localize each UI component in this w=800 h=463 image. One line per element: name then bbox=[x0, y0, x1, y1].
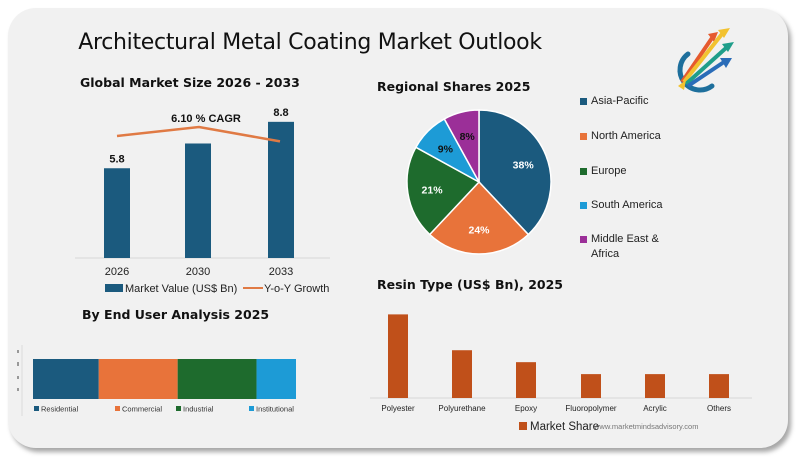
legend-item-region: South America bbox=[580, 198, 690, 213]
segment-residential bbox=[33, 359, 99, 399]
legend-swatch bbox=[249, 406, 254, 411]
regional-shares-title: Regional Shares 2025 bbox=[377, 79, 531, 94]
legend-swatch bbox=[580, 98, 587, 105]
legend-label: Europe bbox=[591, 165, 627, 177]
legend-label: North America bbox=[591, 130, 661, 142]
legend-swatch bbox=[34, 406, 39, 411]
watermark-url: www.marketmindsadvisory.com bbox=[593, 422, 698, 431]
x-tick-label: Polyurethane bbox=[438, 404, 486, 413]
end-user-chart: Residential Commercial Industrial Instituti… bbox=[17, 345, 296, 416]
x-tick-label: Fluoropolymer bbox=[565, 404, 616, 413]
legend-market-value: Market Value (US$ Bn) bbox=[125, 283, 237, 295]
legend-swatch bbox=[580, 236, 587, 243]
y-tick-mark bbox=[17, 362, 19, 366]
resin-type-chart: Polyester Polyurethane Epoxy Fluoropolymer A… bbox=[370, 314, 752, 433]
pie-slice-asia-pacific bbox=[478, 109, 552, 236]
legend-swatch bbox=[176, 406, 181, 411]
bar-market-value bbox=[104, 168, 130, 258]
y-tick-mark bbox=[17, 376, 19, 379]
pie-value-label: 8% bbox=[460, 131, 476, 143]
legend-item-region: North America bbox=[580, 129, 690, 144]
pie-value-label: 21% bbox=[422, 184, 444, 196]
legend-swatch-market-share bbox=[519, 422, 527, 430]
segment-institutional bbox=[256, 359, 296, 399]
x-tick-label: Epoxy bbox=[515, 404, 537, 413]
bar-resin-acrylic bbox=[645, 374, 665, 398]
segment-commercial bbox=[98, 359, 178, 399]
legend-label: Middle East & Africa bbox=[591, 233, 659, 260]
bar-value-label: 5.8 bbox=[109, 153, 124, 165]
bar-resin-polyurethane bbox=[452, 350, 472, 398]
legend-label: South America bbox=[591, 199, 663, 211]
bar-resin-epoxy bbox=[516, 362, 536, 398]
regional-shares-pie: 38% 24% 21% 9% 8% bbox=[406, 109, 552, 255]
legend-swatch-market-value bbox=[105, 284, 123, 292]
y-tick-mark bbox=[17, 350, 19, 353]
pie-value-label: 24% bbox=[468, 225, 490, 237]
x-tick-label: Acrylic bbox=[643, 404, 667, 413]
legend-label: Institutional bbox=[256, 405, 294, 414]
bar-market-value bbox=[185, 143, 211, 258]
legend-label: Asia-Pacific bbox=[591, 95, 649, 107]
bar-value-label: 8.8 bbox=[273, 107, 288, 119]
global-market-chart: 5.8 8.8 6.10 % CAGR 2026 2030 2033 Market V… bbox=[75, 107, 330, 295]
x-tick-label: Others bbox=[707, 404, 731, 413]
legend-item-region: Asia-Pacific bbox=[580, 94, 690, 109]
yoy-growth-line bbox=[116, 125, 281, 143]
legend-swatch bbox=[580, 202, 587, 209]
legend-item-region: Europe bbox=[580, 164, 690, 179]
x-tick-label: 2033 bbox=[269, 266, 293, 278]
rising-arrows-logo-icon bbox=[677, 28, 734, 93]
x-tick-label: 2030 bbox=[186, 266, 210, 278]
x-tick-label: 2026 bbox=[105, 266, 129, 278]
end-user-title: By End User Analysis 2025 bbox=[82, 307, 270, 322]
pie-slice-north-america bbox=[428, 180, 530, 255]
pie-slice-europe bbox=[406, 146, 481, 236]
legend-label: Commercial bbox=[122, 405, 162, 414]
y-tick-mark bbox=[17, 388, 19, 391]
legend-market-share: Market Share bbox=[530, 421, 599, 433]
segment-industrial bbox=[177, 359, 257, 399]
legend-yoy-growth: Y-o-Y Growth bbox=[264, 283, 329, 295]
legend-swatch bbox=[580, 133, 587, 140]
legend-label: Industrial bbox=[183, 405, 214, 414]
pie-value-label: 38% bbox=[513, 160, 535, 172]
pie-slice-middle-east-africa bbox=[443, 109, 480, 183]
pie-value-label: 9% bbox=[438, 143, 454, 155]
bar-resin-fluoropolymer bbox=[581, 374, 601, 398]
global-market-title: Global Market Size 2026 - 2033 bbox=[80, 75, 300, 90]
bar-resin-others bbox=[709, 374, 729, 398]
x-tick-label: Polyester bbox=[381, 404, 415, 413]
legend-swatch bbox=[115, 406, 120, 411]
bar-resin-polyester bbox=[388, 314, 408, 398]
cagr-annotation: 6.10 % CAGR bbox=[171, 113, 241, 125]
legend-item-region: Middle East & Africa bbox=[580, 232, 690, 262]
page-title: Architectural Metal Coating Market Outlo… bbox=[78, 30, 542, 55]
resin-type-title: Resin Type (US$ Bn), 2025 bbox=[377, 277, 563, 292]
legend-swatch bbox=[580, 168, 587, 175]
legend-label: Residential bbox=[41, 405, 78, 414]
bar-market-value bbox=[268, 121, 294, 259]
